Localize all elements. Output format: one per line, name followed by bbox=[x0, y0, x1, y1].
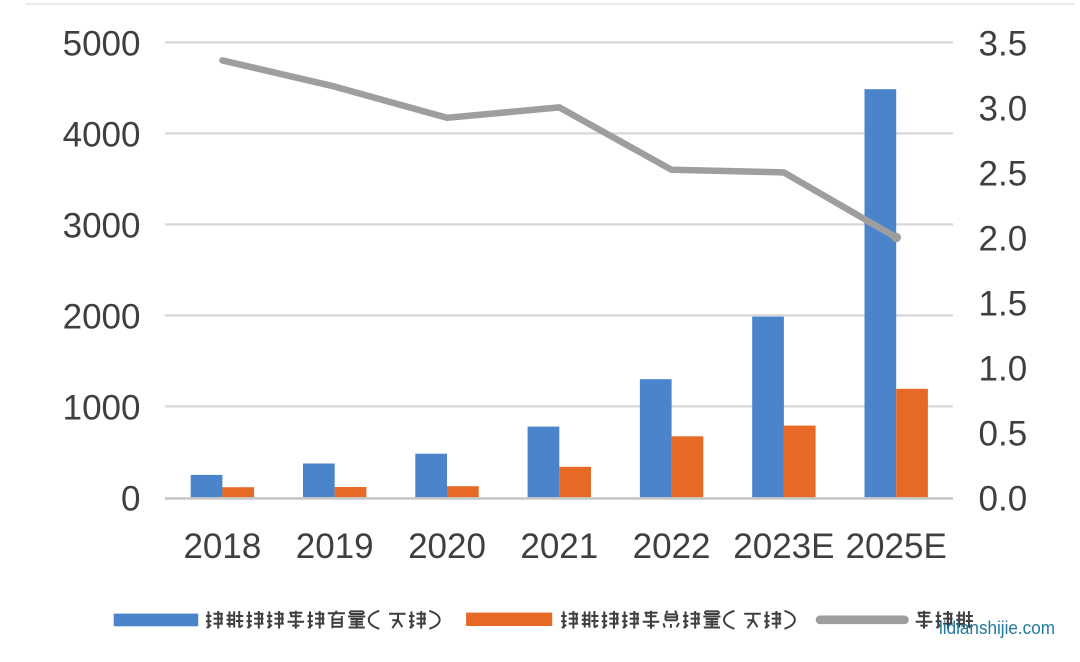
svg-text:1.5: 1.5 bbox=[979, 285, 1028, 324]
svg-text:5000: 5000 bbox=[63, 25, 141, 64]
svg-text:0.0: 0.0 bbox=[979, 480, 1028, 519]
svg-text:2018: 2018 bbox=[183, 527, 261, 566]
svg-text:3.0: 3.0 bbox=[979, 90, 1028, 129]
svg-text:2021: 2021 bbox=[520, 527, 598, 566]
svg-text:0.5: 0.5 bbox=[979, 415, 1028, 454]
svg-text:2023E: 2023E bbox=[733, 527, 834, 566]
svg-text:2020: 2020 bbox=[408, 527, 486, 566]
svg-text:1000: 1000 bbox=[63, 389, 141, 428]
svg-text:0: 0 bbox=[121, 480, 140, 519]
svg-text:3000: 3000 bbox=[63, 207, 141, 246]
svg-text:3.5: 3.5 bbox=[979, 25, 1028, 64]
svg-text:2.0: 2.0 bbox=[979, 220, 1028, 259]
svg-text:4000: 4000 bbox=[63, 116, 141, 155]
svg-text:2022: 2022 bbox=[633, 527, 711, 566]
svg-text:2000: 2000 bbox=[63, 298, 141, 337]
svg-text:lidianshijie.com: lidianshijie.com bbox=[939, 618, 1055, 638]
svg-text:2.5: 2.5 bbox=[979, 155, 1028, 194]
svg-text:2025E: 2025E bbox=[846, 527, 947, 566]
svg-text:1.0: 1.0 bbox=[979, 350, 1028, 389]
svg-text:2019: 2019 bbox=[296, 527, 374, 566]
